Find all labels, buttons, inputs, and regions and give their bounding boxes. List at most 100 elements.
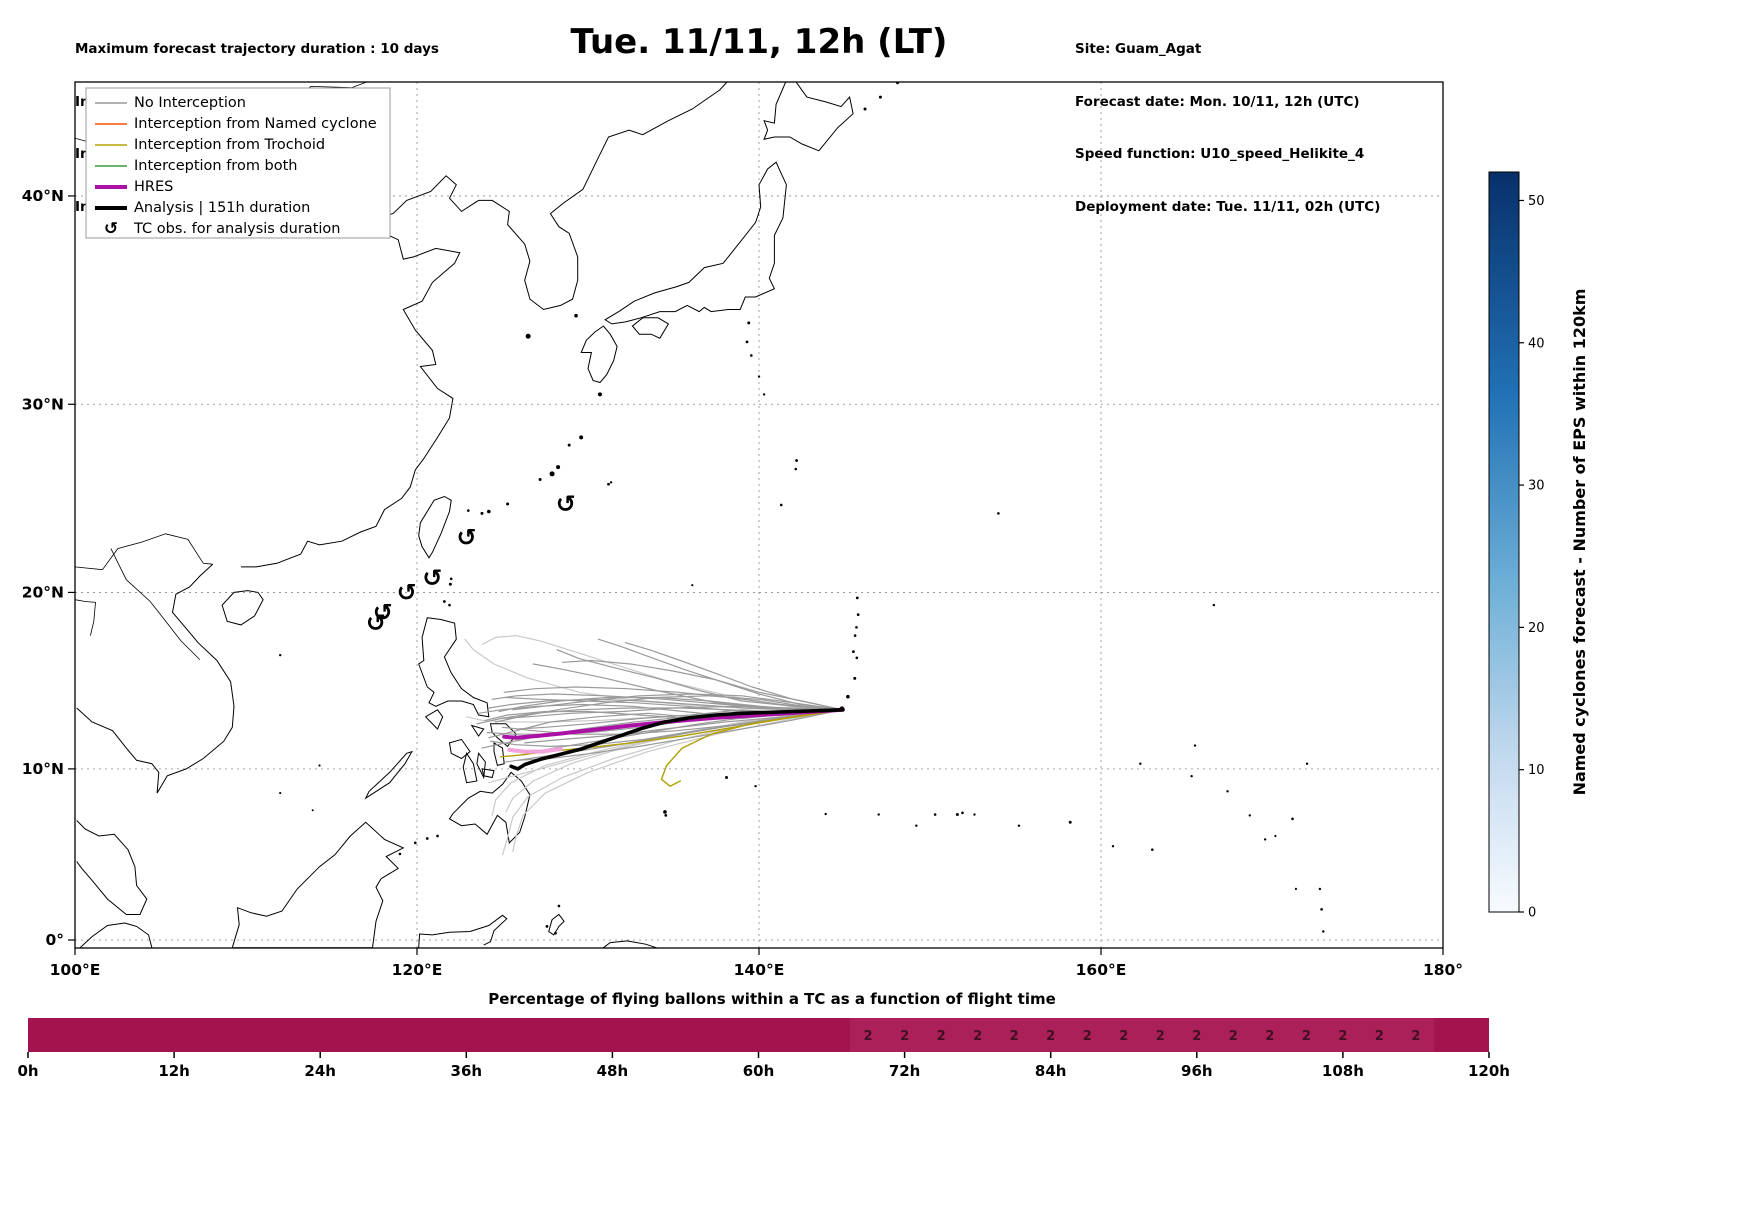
- small-island: [750, 354, 753, 357]
- bar-value-label: 2: [1338, 1029, 1347, 1044]
- small-island: [398, 852, 402, 856]
- bar-value-label: 2: [1375, 1029, 1384, 1044]
- island-outline: [418, 495, 452, 559]
- track-no-interception-eps-ensemble-: [488, 698, 844, 711]
- track-no-interception-eps-ensemble-: [556, 649, 844, 711]
- x-tick-label: 120°E: [392, 961, 443, 979]
- bar-value-label: 2: [1046, 1029, 1055, 1044]
- small-island: [1305, 762, 1309, 765]
- small-island: [855, 656, 859, 660]
- bottom-bar-chart: 2 2 2 2 2 2 2 2 2 2 2 2 2 2 2 2 0h 12h 24h 36h 48h 60h 72h 84h 9…: [17, 1018, 1510, 1080]
- small-island: [1322, 930, 1325, 933]
- small-island: [855, 596, 859, 600]
- bottom-x-tick-label: 72h: [889, 1062, 921, 1080]
- small-island: [691, 584, 694, 587]
- bottom-x-tick-label: 0h: [17, 1062, 38, 1080]
- small-island: [480, 511, 484, 515]
- bottom-x-tick-label: 108h: [1322, 1062, 1364, 1080]
- small-island: [851, 650, 855, 654]
- coastline: [79, 922, 153, 948]
- small-island: [664, 814, 668, 817]
- track-no-interception-eps-ensemble-: [498, 696, 844, 713]
- small-island: [574, 313, 578, 318]
- small-island: [757, 375, 761, 378]
- track-interception-from-trochoid: [500, 709, 844, 758]
- coastline: [110, 548, 201, 660]
- small-island: [579, 435, 584, 440]
- small-island: [745, 340, 749, 344]
- small-island: [1263, 838, 1267, 841]
- bar-value-label: 2: [1119, 1029, 1128, 1044]
- small-island: [1294, 887, 1298, 891]
- colorbar-gradient: [1488, 171, 1520, 913]
- bottom-x-tick-label: 48h: [597, 1062, 629, 1080]
- y-tick-label: 10°N: [22, 760, 64, 778]
- bottom-chart-title: Percentage of flying ballons within a TC…: [488, 990, 1056, 1008]
- colorbar-tick-label: 20: [1528, 621, 1545, 636]
- small-island: [506, 502, 510, 506]
- bar-value-label: 2: [937, 1029, 946, 1044]
- small-island: [449, 577, 453, 581]
- small-island: [448, 603, 451, 607]
- track-hres: [502, 707, 845, 740]
- small-island: [1212, 603, 1216, 607]
- track-no-interception-eps-ensemble-: [503, 686, 844, 711]
- bar-value-label: 2: [1302, 1029, 1311, 1044]
- island-outline: [364, 750, 413, 800]
- island-outline: [418, 617, 490, 718]
- island-outline: [424, 709, 444, 730]
- bar-value-label: 2: [1010, 1029, 1019, 1044]
- x-tick-label: 160°E: [1076, 961, 1127, 979]
- bar-value-label: 2: [973, 1029, 982, 1044]
- island-outline: [448, 738, 471, 760]
- small-island: [1111, 845, 1115, 848]
- island-outline: [462, 752, 478, 784]
- small-island: [318, 764, 321, 767]
- x-tick-label: 100°E: [50, 961, 101, 979]
- max-duration-line: Maximum forecast trajectory duration : 1…: [75, 41, 439, 57]
- colorbar-tick-label: 40: [1528, 336, 1545, 351]
- coastline: [75, 533, 213, 571]
- small-island: [448, 582, 452, 586]
- bottom-x-tick-label: 60h: [743, 1062, 775, 1080]
- forecast-date-line: Forecast date: Mon. 10/11, 12h (UTC): [1075, 93, 1360, 110]
- small-island: [413, 841, 417, 845]
- map-legend: No Interception Interception from Named c…: [85, 87, 391, 239]
- small-island: [545, 924, 549, 928]
- deployment-date-line: Deployment date: Tue. 11/11, 02h (UTC): [1075, 198, 1381, 215]
- track-analysis-151h-duration: [509, 708, 845, 771]
- small-island: [609, 481, 613, 484]
- small-island: [549, 471, 555, 477]
- tc-obs-icon: ↺: [556, 490, 576, 518]
- small-island: [725, 776, 729, 780]
- bar-value-label: 2: [1265, 1029, 1274, 1044]
- y-tick-label: 30°N: [22, 395, 64, 413]
- small-island: [597, 392, 602, 397]
- small-island: [762, 393, 766, 396]
- coastline: [76, 563, 235, 794]
- small-island: [436, 834, 439, 838]
- small-island: [607, 482, 610, 486]
- bar-value-label: 2: [864, 1029, 873, 1044]
- small-island: [877, 813, 880, 816]
- x-tick-label: 180°: [1423, 961, 1463, 979]
- small-island: [856, 613, 860, 617]
- island-outline: [470, 724, 485, 737]
- small-island: [997, 512, 1000, 515]
- small-island: [955, 813, 959, 817]
- coastline: [418, 914, 508, 948]
- small-island: [567, 443, 571, 447]
- small-island: [933, 813, 937, 816]
- tc-obs-icon: ↺: [457, 524, 477, 552]
- site-line: Site: Guam_Agat: [1075, 41, 1202, 57]
- legend-label: Interception from both: [134, 158, 298, 174]
- flight-time-bar-band: [849, 1018, 1435, 1052]
- small-island: [1320, 908, 1323, 911]
- small-island: [525, 333, 531, 339]
- small-island: [557, 904, 561, 908]
- small-island: [554, 931, 557, 935]
- header-right-block: Site: Guam_Agat Forecast date: Mon. 10/1…: [1075, 6, 1380, 234]
- small-island: [878, 95, 882, 99]
- small-island: [467, 509, 470, 512]
